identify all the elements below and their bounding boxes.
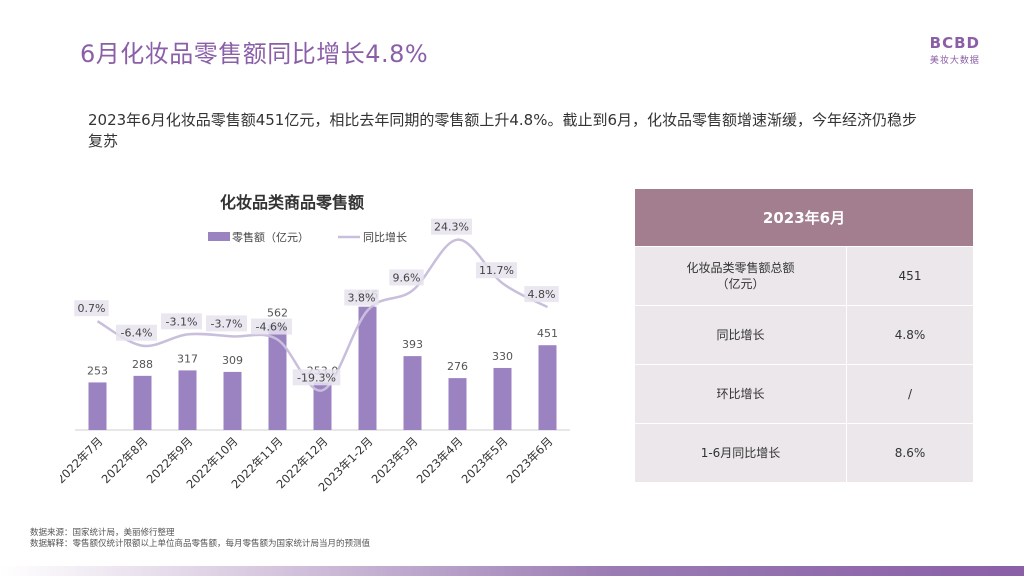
footnote: 数据来源：国家统计局，美丽修行整理 数据解释：零售额仅统计限额以上单位商品零售额… bbox=[30, 528, 370, 550]
bar-value-label: 253 bbox=[87, 364, 108, 377]
legend-bar-swatch bbox=[208, 232, 230, 241]
line-value-label: 3.8% bbox=[348, 292, 376, 305]
line-label-bg bbox=[74, 300, 109, 317]
line-value-label: -3.1% bbox=[166, 315, 198, 328]
line-value-label: 9.6% bbox=[393, 271, 421, 284]
x-tick-label: 2022年7月 bbox=[60, 434, 106, 486]
table-cell-label: 1-6月同比增长 bbox=[634, 423, 847, 483]
line-value-label: -6.4% bbox=[121, 327, 153, 340]
line-label-bg bbox=[389, 269, 424, 286]
line-value-label: 0.7% bbox=[78, 302, 106, 315]
legend-bar-label: 零售额（亿元） bbox=[232, 230, 309, 244]
brand-logo-text: BCBD bbox=[929, 34, 980, 52]
table-cell-label: 化妆品类零售额总额（亿元） bbox=[634, 246, 847, 306]
line-label-bg bbox=[292, 369, 341, 386]
retail-chart: 化妆品类商品零售额零售额（亿元）同比增长253288317309562253.0… bbox=[60, 193, 570, 494]
line-value-label: 11.7% bbox=[479, 264, 514, 277]
bar-value-label: 288 bbox=[132, 358, 153, 371]
line-value-label: -4.6% bbox=[256, 321, 288, 334]
table-row: 1-6月同比增长 8.6% bbox=[634, 423, 974, 483]
line-value-label: 4.8% bbox=[528, 288, 556, 301]
summary-table: 2023年6月 化妆品类零售额总额（亿元） 451 同比增长 4.8% 环比增长… bbox=[634, 188, 974, 483]
bar bbox=[493, 367, 512, 430]
table-row: 化妆品类零售额总额（亿元） 451 bbox=[634, 246, 974, 306]
x-tick-label: 2022年8月 bbox=[99, 434, 151, 486]
bar bbox=[403, 356, 422, 430]
bar bbox=[88, 382, 107, 430]
chart-title: 化妆品类商品零售额 bbox=[220, 193, 364, 212]
x-tick-label: 2023年3月 bbox=[369, 434, 421, 486]
bar-value-label: 276 bbox=[447, 360, 468, 373]
line-value-label: 24.3% bbox=[434, 221, 469, 234]
bar bbox=[268, 324, 287, 430]
x-tick-label: 2023年4月 bbox=[414, 434, 466, 486]
table-cell-label: 同比增长 bbox=[634, 305, 847, 365]
table-row: 同比增长 4.8% bbox=[634, 305, 974, 365]
line-value-label: -19.3% bbox=[297, 371, 336, 384]
line-label-bg bbox=[476, 262, 517, 279]
table-cell-value: 8.6% bbox=[846, 423, 974, 483]
bar-value-label: 309 bbox=[222, 354, 243, 367]
line-label-bg bbox=[524, 286, 559, 303]
growth-line bbox=[96, 238, 549, 392]
line-label-bg bbox=[344, 289, 379, 306]
footnote-source: 数据来源：国家统计局，美丽修行整理 bbox=[30, 528, 175, 538]
bar-value-label: 330 bbox=[492, 350, 513, 363]
bar-value-label: 317 bbox=[177, 352, 198, 365]
brand-subtitle: 美妆大数据 bbox=[929, 56, 980, 66]
bar-value-label: 451 bbox=[537, 327, 558, 340]
bottom-decor-bar bbox=[0, 566, 1024, 576]
bar bbox=[358, 306, 377, 430]
table-cell-value: 4.8% bbox=[846, 305, 974, 365]
bar bbox=[448, 378, 467, 430]
bar bbox=[133, 375, 152, 430]
x-tick-label: 2023年6月 bbox=[504, 434, 556, 486]
summary-text: 2023年6月化妆品零售额451亿元，相比去年同期的零售额上升4.8%。截止到6… bbox=[88, 111, 918, 150]
bar bbox=[223, 371, 242, 430]
table-row: 环比增长 / bbox=[634, 364, 974, 424]
bar bbox=[538, 345, 557, 430]
x-tick-label: 2023年5月 bbox=[459, 434, 511, 486]
table-cell-value: / bbox=[846, 364, 974, 424]
bar bbox=[178, 370, 197, 430]
table-cell-value: 451 bbox=[846, 246, 974, 306]
footnote-explain: 数据解释：零售额仅统计限额以上单位商品零售额，每月零售额为国家统计局当月的预测值 bbox=[30, 539, 371, 549]
bar-value-label: 393 bbox=[402, 338, 423, 351]
line-label-bg bbox=[161, 313, 202, 330]
brand-logo: BCBD 美妆大数据 bbox=[930, 34, 980, 66]
line-label-bg bbox=[431, 218, 472, 235]
bar bbox=[313, 382, 332, 430]
line-label-bg bbox=[251, 318, 292, 335]
page-title: 6月化妆品零售额同比增长4.8% bbox=[80, 40, 429, 68]
table-header: 2023年6月 bbox=[634, 188, 974, 247]
legend-line-label: 同比增长 bbox=[363, 230, 407, 244]
line-value-label: -3.7% bbox=[211, 317, 243, 330]
line-label-bg bbox=[206, 315, 247, 332]
table-cell-label: 环比增长 bbox=[634, 364, 847, 424]
bar-value-label: 562 bbox=[267, 306, 288, 319]
line-label-bg bbox=[116, 324, 157, 341]
